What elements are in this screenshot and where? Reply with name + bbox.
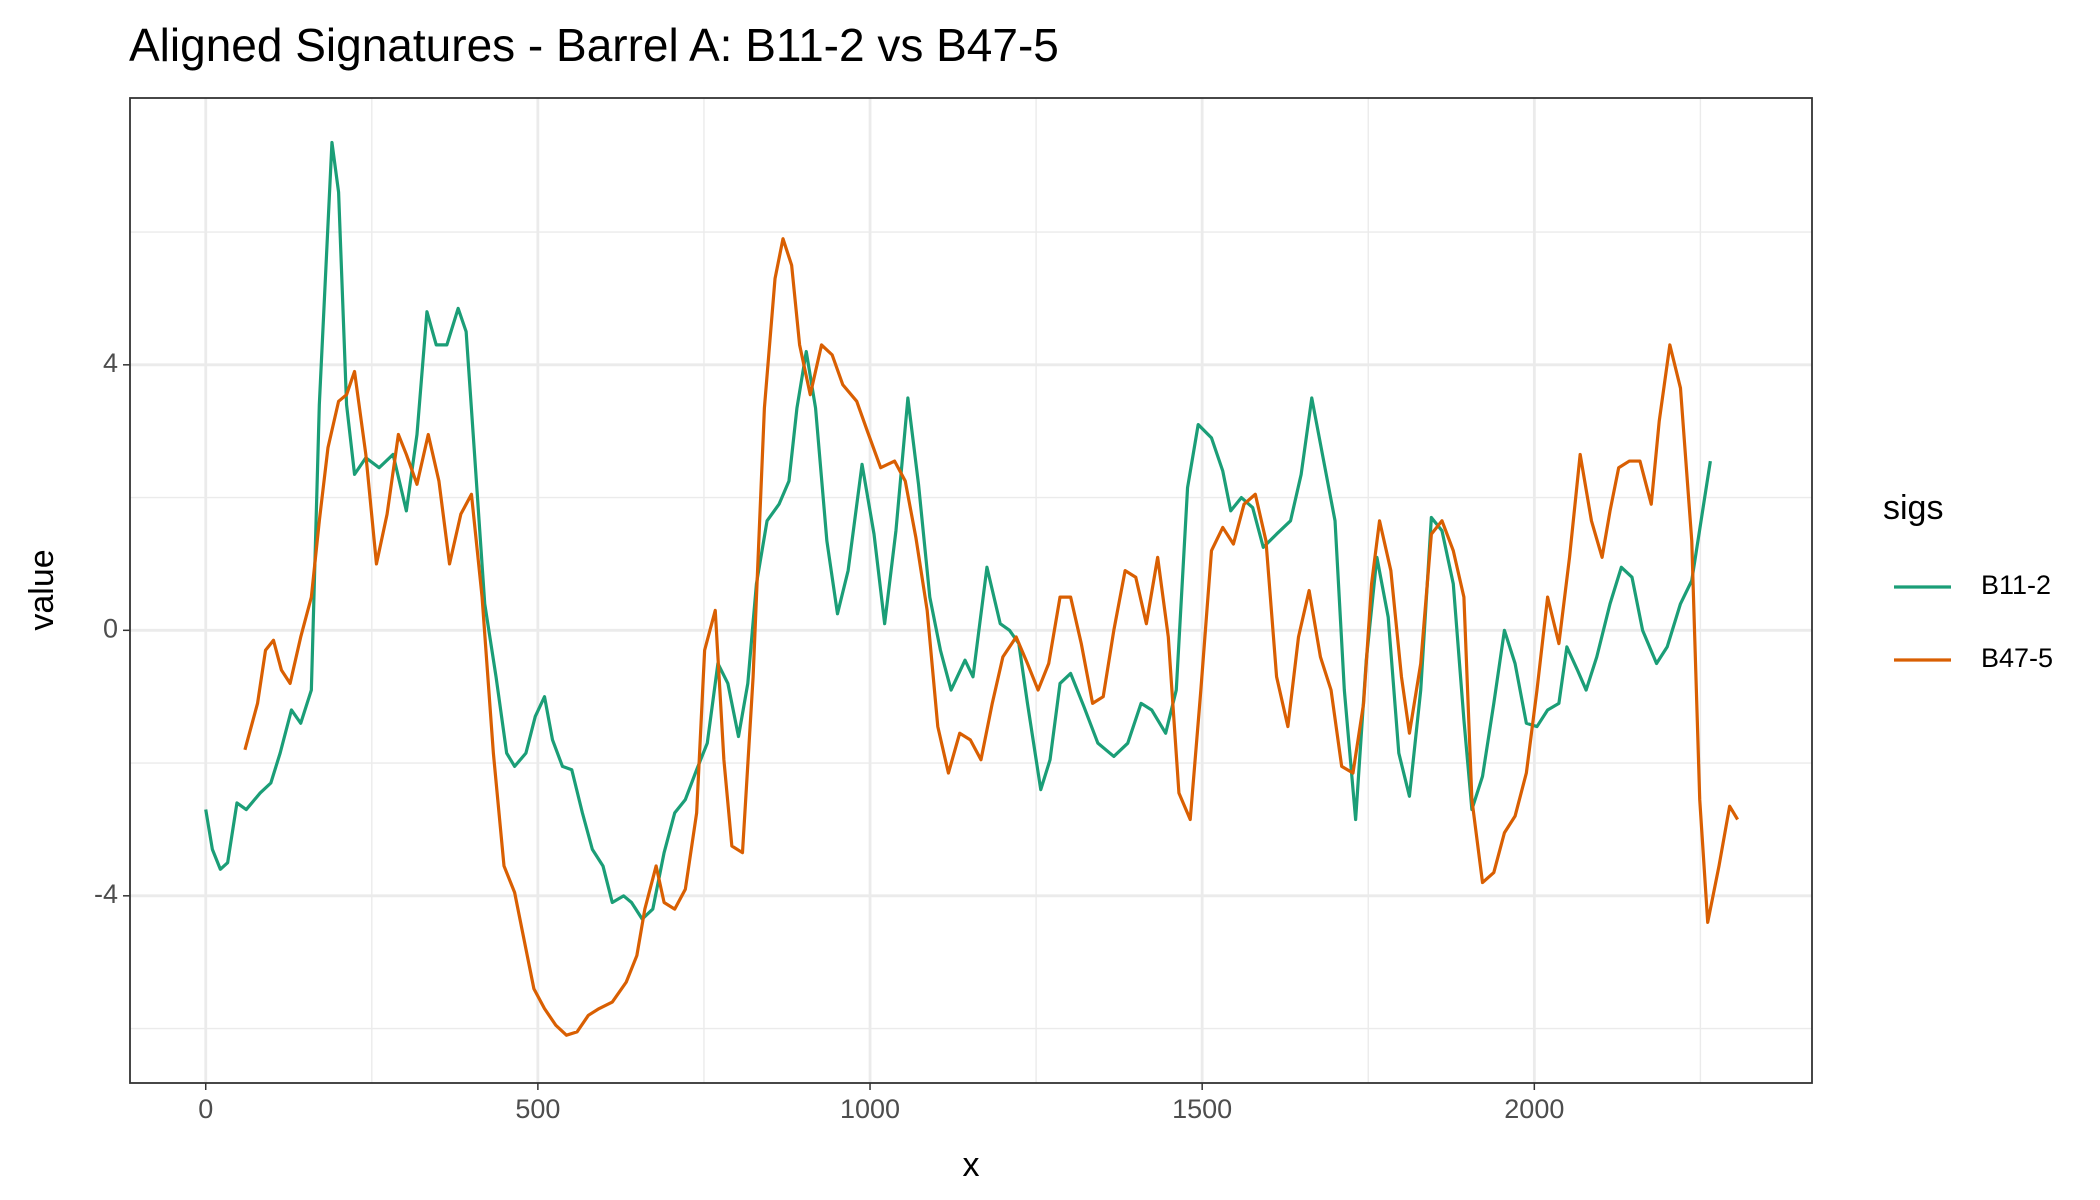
x-tick-label: 500 <box>515 1094 560 1124</box>
y-tick-label: 4 <box>103 348 118 378</box>
y-tick-label: 0 <box>103 613 118 643</box>
data-line <box>204 140 1712 921</box>
y-axis-title: value <box>23 549 61 630</box>
y-tick-label: -4 <box>94 879 118 909</box>
legend-label: B47-5 <box>1981 643 2053 673</box>
panel-border <box>129 97 1813 1084</box>
legend-label: B11-2 <box>1981 570 2051 600</box>
x-axis-title: x <box>963 1146 980 1184</box>
data-line <box>243 237 1739 1037</box>
x-tick-label: 1000 <box>840 1094 900 1124</box>
x-tick-label: 0 <box>198 1094 213 1124</box>
x-tick-label: 1500 <box>1172 1094 1232 1124</box>
legend-title: sigs <box>1883 489 1943 527</box>
x-tick-label: 2000 <box>1504 1094 1564 1124</box>
chart-title: Aligned Signatures - Barrel A: B11-2 vs … <box>129 19 1059 71</box>
